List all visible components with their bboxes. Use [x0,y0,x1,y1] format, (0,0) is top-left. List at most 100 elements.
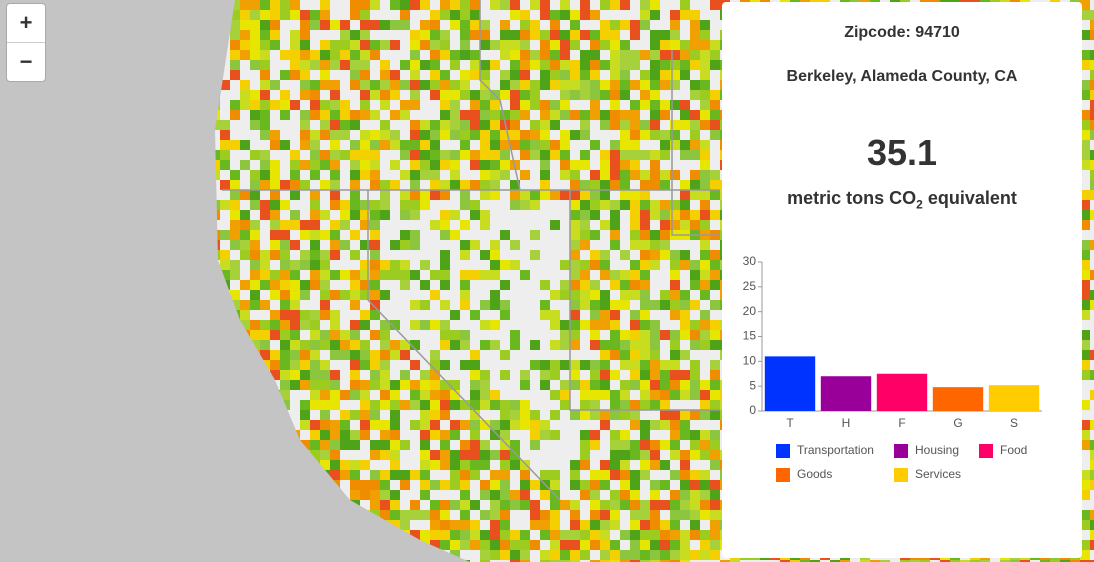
map-tile [560,560,570,562]
map-tile [530,150,540,160]
map-tile [680,320,690,330]
map-tile [260,160,270,170]
map-tile [330,100,340,110]
map-tile [710,220,720,230]
map-tile [540,210,550,220]
map-tile [660,270,670,280]
map-tile [320,360,330,370]
map-tile [700,510,710,520]
map-tile [400,340,410,350]
map-tile [610,140,620,150]
map-tile [320,300,330,310]
map-tile [570,370,580,380]
map-tile [570,320,580,330]
map-tile [660,330,670,340]
map-tile [530,490,540,500]
map-tile [660,240,670,250]
map-tile [230,30,240,40]
map-tile [440,520,450,530]
map-tile [680,0,690,10]
map-tile [640,70,650,80]
map-tile [220,180,230,190]
map-tile [710,40,720,50]
map-tile [580,200,590,210]
map-tile [590,540,600,550]
map-tile [410,90,420,100]
map-tile [520,500,530,510]
map-tile [290,390,300,400]
map-tile [620,90,630,100]
map-tile [410,310,420,320]
map-tile [430,130,440,140]
map-tile [510,390,520,400]
map-tile [640,150,650,160]
map-tile [290,10,300,20]
map-tile [880,560,890,562]
map-tile [550,200,560,210]
map-tile [360,480,370,490]
map-tile [330,250,340,260]
map-tile [670,550,680,560]
map-tile [550,270,560,280]
map-tile [550,150,560,160]
map-tile [680,140,690,150]
map-tile [690,110,700,120]
map-tile [700,260,710,270]
map-tile [260,270,270,280]
map-tile [510,170,520,180]
map-tile [330,0,340,10]
map-tile [300,330,310,340]
map-tile [250,70,260,80]
map-tile [670,200,680,210]
map-tile [590,560,600,562]
map-tile [530,510,540,520]
map-tile [450,440,460,450]
map-tile [460,510,470,520]
map-tile [450,320,460,330]
map-tile [440,30,450,40]
map-tile [240,140,250,150]
map-tile [600,430,610,440]
map-tile [590,50,600,60]
map-tile [490,150,500,160]
map-tile [530,210,540,220]
map-tile [430,370,440,380]
map-tile [410,60,420,70]
map-tile [960,560,970,562]
map-tile [610,100,620,110]
map-tile [250,190,260,200]
map-tile [470,100,480,110]
map-tile [310,390,320,400]
map-tile [700,320,710,330]
map-tile [280,360,290,370]
map-tile [640,260,650,270]
map-tile [640,190,650,200]
map-tile [400,140,410,150]
map-tile [420,150,430,160]
map-tile [410,80,420,90]
map-tile [550,80,560,90]
map-tile [400,130,410,140]
map-tile [590,220,600,230]
map-tile [470,360,480,370]
map-tile [620,300,630,310]
map-tile [650,320,660,330]
map-tile [340,480,350,490]
map-tile [670,150,680,160]
map-tile [410,500,420,510]
map-tile [520,320,530,330]
map-tile [330,160,340,170]
map-tile [390,330,400,340]
map-tile [300,410,310,420]
map-tile [590,520,600,530]
map-tile [700,160,710,170]
map-tile [290,160,300,170]
map-tile [290,340,300,350]
map-tile [440,400,450,410]
map-tile [380,10,390,20]
map-tile [240,240,250,250]
map-tile [370,390,380,400]
map-tile [510,530,520,540]
map-tile [650,130,660,140]
map-tile [950,560,960,562]
